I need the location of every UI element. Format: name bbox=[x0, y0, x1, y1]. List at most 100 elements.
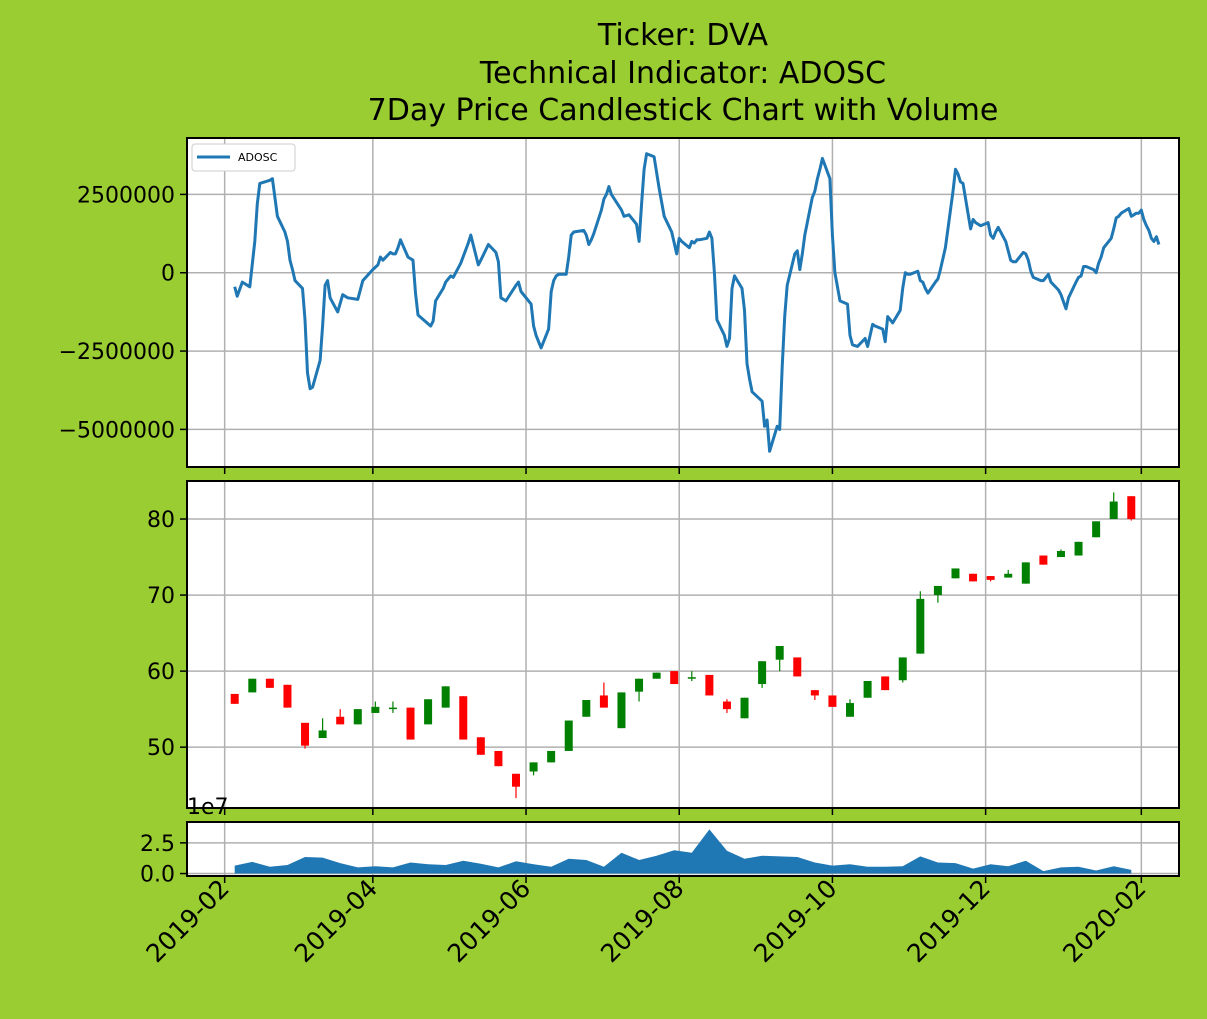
candle bbox=[916, 591, 925, 654]
candle-body bbox=[459, 696, 468, 740]
candle bbox=[1056, 549, 1065, 558]
candle bbox=[230, 693, 239, 704]
indicator-y-tick-label: −5000000 bbox=[59, 418, 175, 443]
chart-title-line-3: 7Day Price Candlestick Chart with Volume bbox=[368, 93, 999, 128]
candle-body bbox=[1021, 562, 1030, 584]
candle-body bbox=[406, 707, 415, 740]
candle-body bbox=[758, 661, 767, 685]
candle-body bbox=[353, 709, 362, 725]
candle-body bbox=[494, 750, 503, 767]
candle bbox=[635, 678, 644, 702]
price-grid bbox=[187, 481, 1179, 808]
price-y-tick-label: 50 bbox=[147, 736, 175, 761]
price-panel: 50 60 70 80 bbox=[147, 480, 1180, 815]
candle bbox=[1039, 555, 1048, 565]
candle-body bbox=[828, 695, 837, 707]
candle bbox=[670, 671, 679, 685]
candle-body bbox=[424, 699, 433, 725]
candle bbox=[705, 674, 714, 696]
candle-body bbox=[740, 697, 749, 719]
candle bbox=[529, 762, 538, 776]
indicator-grid bbox=[187, 138, 1179, 467]
candle bbox=[863, 681, 872, 698]
candle bbox=[265, 678, 274, 688]
candle bbox=[722, 699, 731, 713]
candle-body bbox=[652, 672, 661, 679]
candle-body bbox=[441, 686, 450, 708]
candle bbox=[793, 657, 802, 677]
candle bbox=[687, 671, 696, 682]
legend-box bbox=[191, 143, 296, 172]
candle bbox=[283, 684, 292, 708]
volume-area bbox=[234, 829, 1132, 874]
candle-body bbox=[1039, 555, 1048, 565]
chart-title-line-2: Technical Indicator: ADOSC bbox=[479, 56, 886, 91]
indicator-y-tick-label: 2500000 bbox=[77, 183, 175, 208]
candle-body bbox=[793, 657, 802, 677]
candle-body bbox=[564, 720, 573, 751]
candle-body bbox=[617, 692, 626, 729]
adosc-series-line bbox=[233, 152, 1161, 453]
indicator-x-ticks bbox=[223, 467, 1143, 474]
candle bbox=[318, 718, 327, 739]
candle-body bbox=[1004, 573, 1013, 578]
candle bbox=[1021, 562, 1030, 584]
candle bbox=[336, 709, 345, 725]
price-y-tick-label: 60 bbox=[147, 660, 175, 685]
candle-body bbox=[863, 681, 872, 698]
candle-body bbox=[230, 693, 239, 704]
candle bbox=[1074, 541, 1083, 556]
candle bbox=[1127, 496, 1136, 521]
volume-multiplier-label: 1e7 bbox=[187, 795, 229, 820]
candle bbox=[564, 720, 573, 751]
candle-body bbox=[336, 716, 345, 725]
candle bbox=[353, 709, 362, 725]
candle-body bbox=[318, 730, 327, 739]
candle-body bbox=[582, 700, 591, 717]
candle bbox=[301, 722, 310, 749]
indicator-y-tick-label: −2500000 bbox=[59, 340, 175, 365]
candle-body bbox=[898, 657, 907, 681]
candle-body bbox=[916, 598, 925, 654]
candle bbox=[248, 678, 257, 693]
candle bbox=[459, 696, 468, 740]
candle bbox=[652, 672, 661, 679]
candle bbox=[898, 657, 907, 683]
candle bbox=[740, 697, 749, 719]
volume-y-tick-label: 0.0 bbox=[140, 863, 175, 888]
candle-body bbox=[599, 695, 608, 708]
candle bbox=[933, 585, 942, 603]
candlestick-series bbox=[230, 492, 1136, 799]
candle-body bbox=[1109, 501, 1118, 520]
candle bbox=[1109, 492, 1118, 520]
candle bbox=[846, 699, 855, 717]
candle bbox=[441, 686, 450, 708]
candle-body bbox=[670, 671, 679, 685]
candle-body bbox=[687, 677, 696, 679]
candle bbox=[881, 676, 890, 691]
candle-body bbox=[388, 707, 397, 710]
candle-body bbox=[301, 722, 310, 746]
price-y-axis: 50 60 70 80 bbox=[147, 508, 187, 761]
volume-y-axis: 0.02.5 bbox=[140, 832, 187, 888]
candle-body bbox=[511, 773, 520, 787]
candle-body bbox=[810, 690, 819, 696]
candle-body bbox=[1127, 496, 1136, 520]
candle bbox=[547, 750, 556, 763]
candle-body bbox=[846, 703, 855, 717]
candle-body bbox=[986, 576, 995, 580]
volume-y-tick-label: 2.5 bbox=[140, 832, 175, 857]
candle bbox=[969, 573, 978, 582]
candle bbox=[986, 576, 995, 582]
price-frame bbox=[186, 480, 1180, 809]
candle bbox=[810, 690, 819, 701]
chart-title-line-1: Ticker: DVA bbox=[597, 18, 769, 53]
volume-frame bbox=[186, 821, 1180, 877]
candle-body bbox=[933, 585, 942, 596]
candle-body bbox=[775, 646, 784, 660]
candle-body bbox=[635, 678, 644, 692]
candle-body bbox=[705, 674, 714, 696]
candle bbox=[599, 682, 608, 708]
indicator-legend: ADOSC bbox=[191, 143, 296, 172]
candle bbox=[951, 568, 960, 579]
